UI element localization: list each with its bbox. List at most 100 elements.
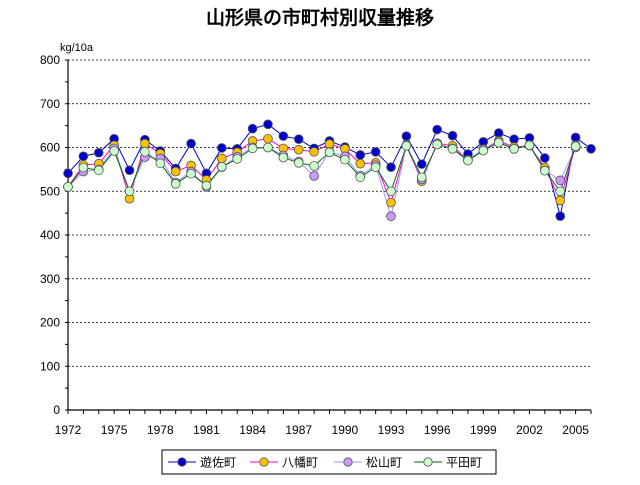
series-4-point-1990 [340, 154, 350, 165]
series-4-point-1999 [478, 145, 489, 156]
series-1-point-1993 [386, 162, 396, 172]
x-tick-label-1990: 1990 [332, 423, 359, 437]
y-tick-label-200: 200 [40, 316, 60, 330]
legend-label-1: 遊佐町 [200, 455, 236, 470]
series-4-point-1976 [124, 186, 135, 197]
x-tick-label-1999: 1999 [470, 423, 497, 437]
series-4-point-1972 [63, 182, 73, 192]
series-1-point-1972 [63, 168, 73, 179]
x-tick-label-1996: 1996 [424, 423, 451, 437]
series-1-point-1985 [263, 119, 273, 130]
legend-label-4: 平田町 [446, 456, 482, 470]
series-4-point-1992 [370, 162, 381, 172]
series-4-point-1975 [109, 146, 119, 156]
series-2-point-1982 [217, 153, 227, 164]
x-tick-label-1987: 1987 [285, 423, 312, 437]
series-line-2 [67, 138, 577, 205]
x-tick-label-1972: 1972 [55, 423, 82, 437]
series-1-point-1995 [416, 159, 427, 169]
series-2-point-2004 [555, 195, 566, 206]
y-tick-label-100: 100 [40, 359, 60, 373]
series-2-point-1993 [386, 197, 396, 208]
series-1-point-1973 [78, 151, 89, 162]
series-1-point-1997 [447, 130, 458, 141]
y-tick-label-700: 700 [40, 97, 60, 111]
series-4-point-1984 [247, 143, 258, 154]
series-line-4 [67, 142, 577, 193]
series-1-point-1984 [247, 123, 258, 134]
x-tick-label-1981: 1981 [193, 423, 220, 437]
series-1-point-1986 [278, 131, 289, 141]
legend-marker-2 [259, 457, 269, 467]
series-4-point-1974 [93, 165, 104, 176]
legend-label-2: 八幡町 [282, 455, 318, 470]
x-tick-label-2002: 2002 [516, 423, 543, 437]
y-tick-label-400: 400 [40, 228, 60, 242]
series-1-point-2006 [586, 144, 596, 154]
y-tick-label-800: 800 [40, 53, 60, 67]
series-4-point-1978 [155, 158, 166, 169]
series-1-point-1982 [217, 143, 227, 153]
y-tick-label-500: 500 [40, 184, 60, 198]
series-4-point-1996 [432, 139, 442, 150]
x-tick-label-2005: 2005 [562, 423, 589, 437]
series-2-point-1987 [293, 144, 304, 155]
legend-marker-1 [177, 457, 187, 467]
series-4-point-1993 [386, 186, 396, 197]
y-axis-unit-label: kg/10a [60, 42, 94, 54]
series-4-point-1998 [463, 155, 473, 166]
series-4-point-1977 [140, 147, 150, 157]
plot-area: 0 100 200 300 400 500 600 700 800 1972 1975 1978 198… [40, 53, 596, 437]
series-1-point-2003 [540, 153, 550, 163]
series-4-point-1986 [278, 152, 289, 163]
legend-label-3: 松山町 [366, 456, 402, 470]
series-4-point-1994 [401, 140, 412, 151]
series-4-point-1989 [324, 147, 335, 158]
x-tick-label-1978: 1978 [147, 423, 174, 437]
series-2-point-1977 [140, 138, 150, 149]
series-4-point-1991 [355, 172, 366, 183]
series-4-point-1980 [186, 168, 196, 179]
series-1-point-1976 [124, 165, 135, 176]
legend: 遊佐町 八幡町 松山町 平田町 [161, 449, 497, 475]
y-tick-label-600: 600 [40, 141, 60, 155]
chart-title: 山形県の市町村別収量推移 [206, 6, 434, 29]
series-4-point-1987 [293, 158, 304, 168]
series-4-point-2003 [540, 165, 550, 176]
series-1-point-2004 [555, 211, 566, 221]
series-3-point-2004 [555, 175, 566, 186]
series-2-point-1985 [263, 133, 273, 144]
series-3-point-1993 [386, 211, 396, 221]
series-4-point-2004 [555, 186, 566, 197]
x-tick-label-1975: 1975 [101, 423, 128, 437]
series-1-point-1974 [93, 147, 104, 158]
series-4-point-2000 [493, 137, 504, 148]
series-1-point-1987 [293, 134, 304, 144]
series-1-point-1996 [432, 124, 442, 135]
series-3-point-1988 [309, 171, 319, 181]
series-1-point-1992 [370, 147, 381, 157]
series-2-point-1979 [170, 166, 181, 177]
series-1-point-1991 [355, 150, 366, 160]
series-4-point-2002 [524, 140, 535, 151]
series-4-point-2001 [509, 144, 519, 154]
legend-marker-4 [423, 457, 433, 467]
series-2-point-1988 [309, 147, 319, 157]
series-2-point-1991 [355, 158, 366, 169]
x-tick-label-1984: 1984 [239, 423, 266, 437]
series-4-point-2005 [570, 141, 581, 151]
y-tick-label-300: 300 [40, 272, 60, 286]
series-4-point-1973 [78, 162, 89, 173]
x-tick-label-1993: 1993 [378, 423, 405, 437]
series-1-point-1980 [186, 138, 196, 149]
series-1-point-1994 [401, 131, 412, 141]
series-4-point-1985 [263, 142, 273, 153]
series-4-point-1995 [416, 172, 427, 183]
series-4-point-1982 [217, 161, 227, 172]
series-4-point-1979 [170, 179, 181, 189]
series-4-point-1983 [232, 154, 243, 164]
series-4-point-1988 [309, 161, 319, 171]
series-4-point-1997 [447, 144, 458, 154]
series-4-point-1981 [201, 180, 212, 191]
